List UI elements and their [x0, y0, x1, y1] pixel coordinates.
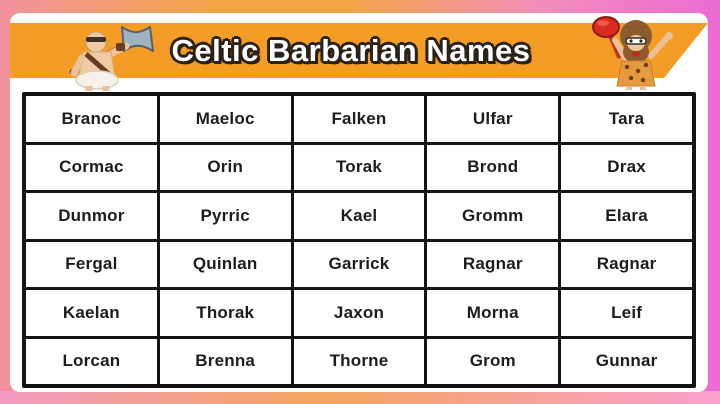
page-title: Celtic Barbarian Names [171, 33, 531, 68]
name-cell: Ulfar [427, 96, 559, 142]
bottom-gradient-strip [0, 391, 720, 404]
name-cell: Ragnar [561, 241, 692, 287]
name-cell: Morna [427, 290, 559, 336]
name-cell: Brenna [159, 338, 291, 384]
name-cell: Torak [293, 144, 425, 190]
name-cell: Tara [561, 96, 692, 142]
name-cell: Kaelan [26, 290, 157, 336]
name-cell: Grom [427, 338, 559, 384]
name-cell: Lorcan [26, 338, 157, 384]
name-cell: Ragnar [427, 241, 559, 287]
name-cell: Brond [427, 144, 559, 190]
barbarian-axe-character-icon [69, 26, 154, 91]
name-cell: Garrick [293, 241, 425, 287]
name-cell: Fergal [26, 241, 157, 287]
name-cell: Branoc [26, 96, 157, 142]
name-cell: Thorne [293, 338, 425, 384]
names-table: Branoc Maeloc Falken Ulfar Tara Cormac Orin Tor… [22, 92, 696, 388]
name-cell: Orin [159, 144, 291, 190]
name-cell: Dunmor [26, 193, 157, 239]
name-cell: Leif [561, 290, 692, 336]
content-card: Celtic Barbarian Names Branoc Maeloc Falke… [10, 13, 708, 392]
name-cell: Thorak [159, 290, 291, 336]
name-cell: Drax [561, 144, 692, 190]
name-cell: Falken [293, 96, 425, 142]
name-cell: Cormac [26, 144, 157, 190]
name-cell: Gromm [427, 193, 559, 239]
name-cell: Maeloc [159, 96, 291, 142]
name-cell: Gunnar [561, 338, 692, 384]
name-cell: Pyrric [159, 193, 291, 239]
caveman-club-character-icon [592, 16, 673, 90]
name-cell: Quinlan [159, 241, 291, 287]
name-cell: Elara [561, 193, 692, 239]
name-cell: Kael [293, 193, 425, 239]
name-cell: Jaxon [293, 290, 425, 336]
